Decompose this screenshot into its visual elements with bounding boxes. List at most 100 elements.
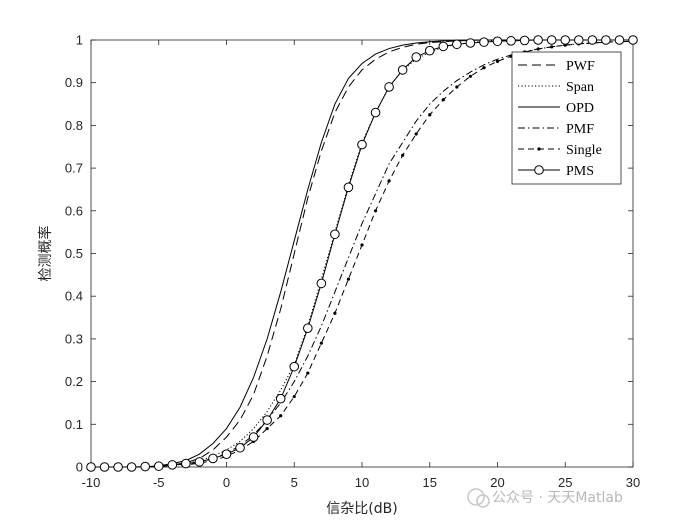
legend-label: Single	[566, 143, 602, 158]
x-tick-label: -10	[82, 475, 101, 490]
legend-marker	[534, 165, 544, 175]
y-tick-label: 0.8	[65, 118, 83, 133]
series-point-pms	[519, 35, 530, 46]
legend-box	[511, 51, 622, 185]
series-point-pms	[330, 229, 340, 240]
series-point-pms	[465, 38, 476, 48]
x-tick-label: 5	[291, 475, 298, 490]
legend-label: PWF	[566, 59, 595, 74]
series-point-pms	[574, 35, 584, 45]
series-point-pms	[289, 361, 300, 372]
series-point-pms	[424, 45, 435, 56]
series-point-single	[550, 45, 554, 49]
series-point-pms	[370, 107, 381, 118]
x-tick-label: 20	[490, 475, 504, 490]
y-tick-label: 0	[76, 460, 83, 475]
axis-ticks: -10 -5 0 5 10 15 20 25 30 0 0.1 0.2 0.3 0.4 0.5 0.6 0.7 0…	[65, 33, 640, 491]
series-point-single	[265, 426, 269, 431]
x-tick-label: 25	[558, 475, 572, 490]
legend-label: PMF	[566, 122, 594, 137]
series-point-pms	[533, 35, 543, 45]
legend-label: PMS	[566, 164, 594, 179]
legend-item-span: Span	[518, 80, 594, 95]
series-point-pms	[153, 461, 164, 471]
y-tick-label: 1	[76, 33, 83, 48]
series-point-pms	[262, 415, 272, 425]
series-point-single	[455, 85, 459, 89]
series-point-pms	[248, 432, 259, 442]
legend-item-single: Single	[518, 143, 602, 158]
series-point-pms	[601, 35, 611, 45]
series-point-single	[441, 98, 445, 102]
series-point-pms	[167, 460, 178, 470]
series-point-pms	[479, 37, 489, 47]
legend-label: OPD	[566, 101, 594, 116]
series-point-single	[428, 113, 432, 117]
x-tick-label: 10	[355, 475, 369, 490]
series-point-pms	[628, 35, 638, 45]
series-point-pms	[506, 36, 516, 46]
series-point-pms	[357, 139, 367, 150]
series-point-pms	[126, 462, 137, 472]
series-point-pms	[113, 462, 123, 472]
series-point-single	[333, 311, 337, 315]
series-point-pms	[303, 323, 313, 334]
series-point-pms	[316, 278, 327, 289]
series-point-single	[414, 132, 418, 136]
series-point-pms	[140, 461, 150, 472]
series-point-single	[279, 414, 283, 418]
legend-marker	[537, 147, 541, 151]
legend: PWF Span OPD PMF Single PMS	[511, 51, 622, 185]
series-point-pms	[194, 457, 205, 467]
series-point-single	[360, 243, 364, 247]
series-point-single	[292, 394, 296, 399]
x-tick-label: -5	[153, 475, 165, 490]
series-point-pms	[235, 442, 245, 453]
y-tick-label: 0.7	[65, 161, 83, 176]
series-point-pms	[86, 462, 96, 472]
watermark-text: 公众号 · 天天Matlab	[492, 490, 623, 506]
series-point-pms	[384, 82, 394, 92]
series-point-single	[495, 59, 500, 63]
series-point-single	[346, 277, 351, 281]
legend-item-pmf: PMF	[518, 122, 594, 137]
series-point-single	[468, 74, 472, 78]
series-point-pms	[614, 35, 625, 45]
x-tick-label: 30	[626, 475, 640, 490]
series-point-single	[319, 341, 323, 345]
series-point-pms	[99, 462, 110, 472]
legend-item-pwf: PWF	[518, 59, 595, 74]
series-pms	[86, 35, 638, 472]
wechat-icon	[467, 488, 485, 506]
series-point-single	[482, 66, 486, 70]
wechat-icon-inner	[476, 494, 490, 508]
series-point-pms	[221, 449, 232, 459]
series-point-pms	[438, 41, 449, 52]
series-point-pms	[492, 36, 503, 47]
legend-item-opd: OPD	[518, 101, 594, 116]
y-tick-label: 0.5	[65, 246, 83, 261]
series-point-pms	[343, 182, 354, 193]
legend-item-pms: PMS	[518, 164, 594, 179]
series-point-single	[536, 47, 540, 51]
series-point-pms	[452, 39, 462, 50]
series-point-pms	[181, 458, 191, 469]
y-axis-label: 检测概率	[37, 226, 54, 282]
y-tick-label: 0.1	[65, 417, 83, 432]
series-group	[86, 35, 638, 472]
series-point-single	[306, 371, 310, 375]
series-point-pms	[546, 35, 557, 45]
series-point-pms	[208, 453, 218, 464]
y-tick-label: 0.2	[65, 374, 83, 389]
series-point-pms	[275, 393, 286, 404]
watermark: 公众号 · 天天Matlab	[467, 488, 623, 508]
x-tick-label: 15	[423, 475, 437, 490]
x-tick-label: 0	[223, 475, 230, 490]
series-point-single	[373, 209, 378, 213]
series-point-pms	[587, 35, 598, 45]
y-tick-label: 0.3	[65, 331, 83, 346]
series-point-pms	[411, 52, 422, 62]
y-tick-label: 0.9	[65, 75, 83, 90]
series-point-single	[387, 179, 391, 183]
